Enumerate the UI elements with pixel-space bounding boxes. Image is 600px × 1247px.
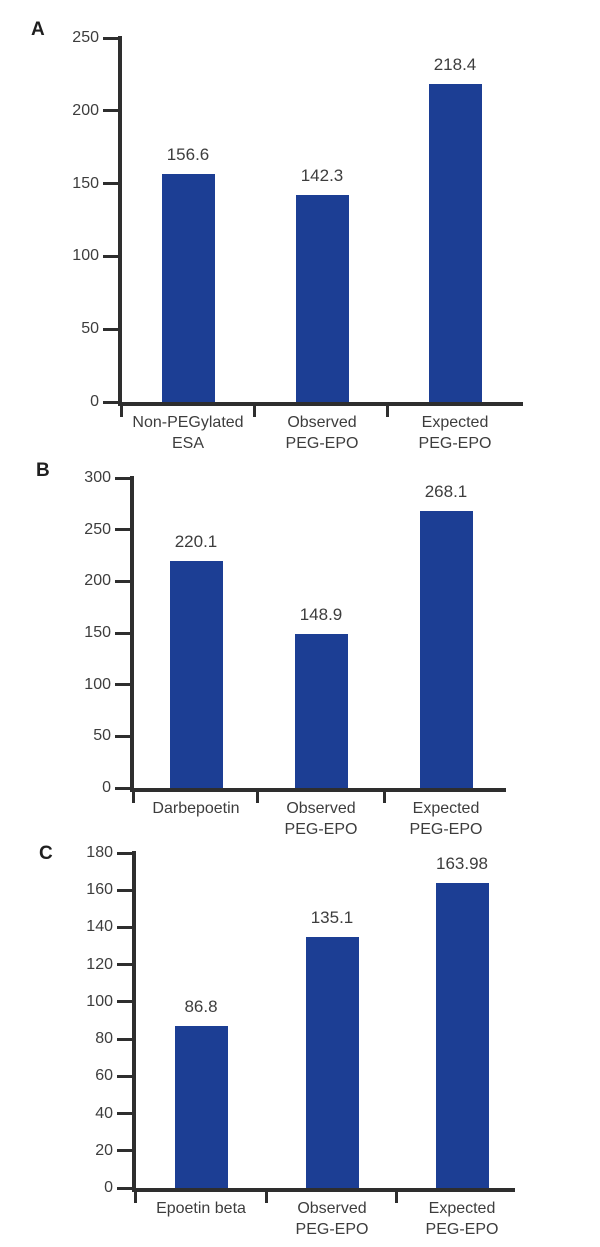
y-tick [117,963,132,967]
y-tick-label: 60 [95,1067,113,1085]
x-category-label: Observed PEG-EPO [284,800,358,838]
y-tick [117,851,132,855]
bar-value-label: 148.9 [299,605,343,625]
y-tick [117,1186,132,1190]
y-axis [130,476,134,792]
x-tick [132,792,135,803]
y-tick [103,109,118,113]
x-category-label: Expected PEG-EPO [425,1200,499,1238]
x-axis [130,788,506,792]
x-tick [256,792,259,803]
x-tick [134,1192,137,1203]
bar [161,173,215,402]
y-tick [117,1037,132,1041]
bar-value-label: 220.1 [174,531,218,551]
y-tick [103,182,118,186]
y-tick-label: 50 [81,320,99,338]
bar-value-label: 86.8 [184,997,218,1017]
bar-value-label: 163.98 [436,853,488,873]
x-axis [132,1188,515,1192]
y-axis [132,851,136,1192]
y-tick [103,327,118,331]
y-tick [117,1112,132,1116]
y-tick [117,888,132,892]
y-tick-label: 120 [86,955,113,973]
panel-label-c: C [39,843,53,864]
y-tick [103,400,118,404]
y-tick-label: 100 [86,992,113,1010]
bar [428,84,482,402]
y-tick-label: 20 [95,1141,113,1159]
y-tick-label: 150 [72,174,99,192]
y-tick-label: 0 [104,1179,113,1196]
x-axis [118,402,523,406]
bar [174,1026,228,1188]
x-tick [265,1192,268,1203]
x-tick [120,406,123,417]
y-tick [117,1000,132,1004]
y-tick-label: 80 [95,1030,113,1048]
y-tick-label: 40 [95,1104,113,1122]
y-tick-label: 100 [84,675,111,693]
x-tick [253,406,256,417]
bar [294,634,348,788]
bar [419,510,473,788]
x-category-label: Expected PEG-EPO [409,800,483,838]
bar-value-label: 218.4 [433,55,477,74]
y-tick-label: 50 [93,727,111,745]
y-tick-label: 180 [86,844,113,861]
y-tick [115,631,130,635]
y-tick-label: 140 [86,918,113,936]
bar-value-label: 142.3 [300,165,344,185]
y-tick [115,734,130,738]
x-tick [386,406,389,417]
y-tick-label: 150 [84,624,111,641]
y-tick [117,1149,132,1153]
x-category-label: Expected PEG-EPO [418,414,492,452]
y-tick-label: 200 [84,572,111,590]
bar [169,560,223,788]
y-tick-label: 100 [72,247,99,265]
y-tick-label: 250 [72,29,99,46]
x-category-label: Observed PEG-EPO [285,414,359,452]
y-tick [103,254,118,258]
x-tick [395,1192,398,1203]
y-tick [103,36,118,40]
y-tick-label: 200 [72,101,99,119]
y-tick [115,476,130,480]
bar-value-label: 135.1 [310,907,354,927]
x-category-label: Epoetin beta [156,1200,246,1217]
y-tick-label: 0 [102,779,111,796]
bar [435,882,489,1188]
bar [295,194,349,402]
panel-label-a: A [31,19,45,40]
bar-value-label: 156.6 [166,144,210,164]
x-category-label: Darbepoetin [152,800,240,817]
x-tick [383,792,386,803]
y-tick-label: 0 [90,393,99,410]
y-tick [115,786,130,790]
bar [305,936,359,1188]
y-tick-label: 160 [86,881,113,899]
y-tick [115,528,130,532]
bar-value-label: 268.1 [424,481,468,501]
panel-label-b: B [36,460,50,481]
x-category-label: Non-PEGylated ESA [132,414,244,452]
x-category-label: Observed PEG-EPO [295,1200,369,1238]
y-tick [115,579,130,583]
y-tick [115,683,130,687]
y-tick [117,925,132,929]
y-tick-label: 300 [84,469,111,486]
y-tick-label: 250 [84,520,111,538]
y-tick [117,1074,132,1078]
y-axis [118,36,122,406]
